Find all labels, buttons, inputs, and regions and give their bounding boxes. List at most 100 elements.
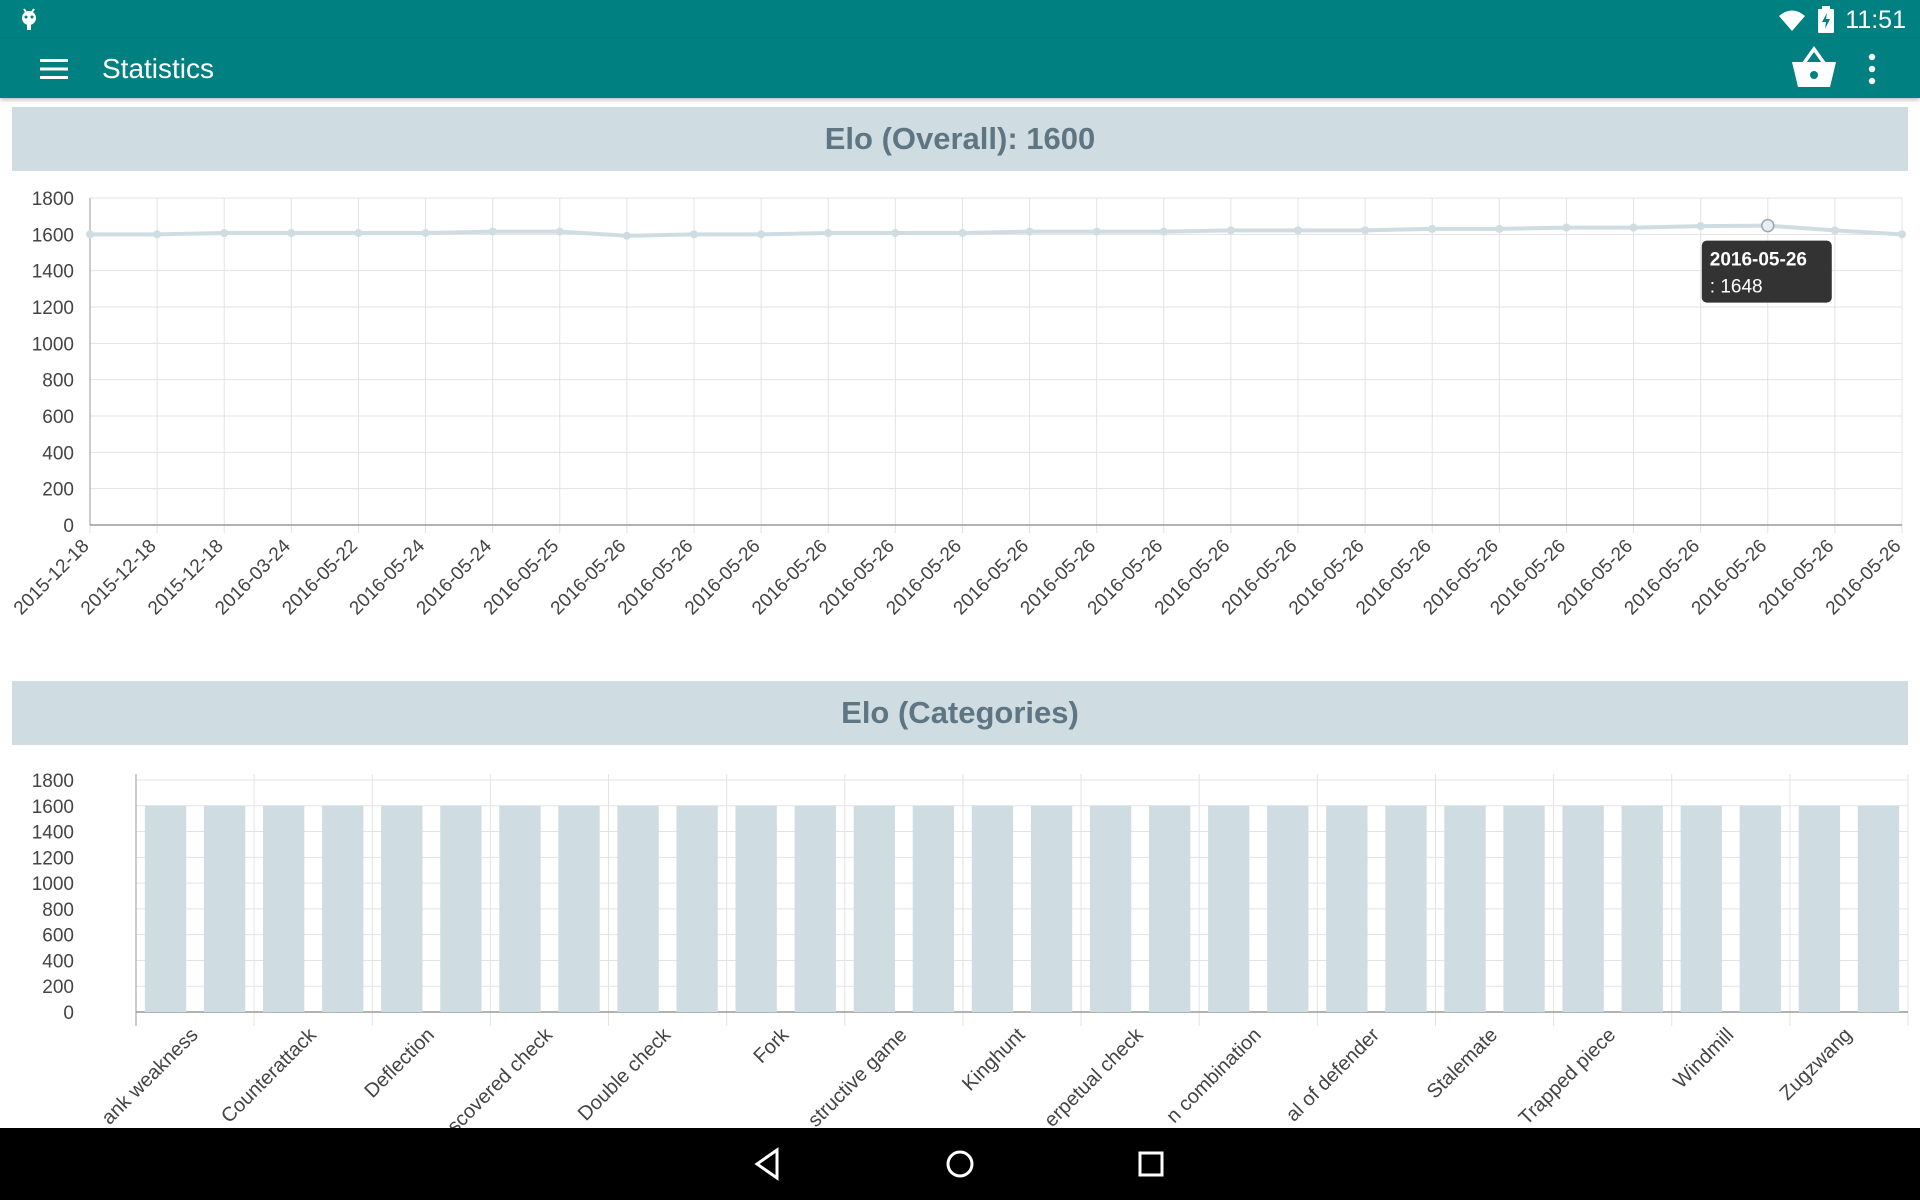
category-bar bbox=[617, 805, 659, 1012]
data-point bbox=[891, 229, 900, 238]
y-tick-label: 1400 bbox=[32, 823, 74, 844]
data-point bbox=[1562, 223, 1571, 232]
status-bar: 11:51 bbox=[0, 0, 1920, 39]
category-bar bbox=[1385, 805, 1427, 1012]
series-line bbox=[90, 223, 1903, 238]
back-icon[interactable] bbox=[749, 1144, 789, 1184]
category-bar bbox=[1089, 805, 1132, 1012]
data-point bbox=[1159, 227, 1168, 236]
overall-elo-line-chart: 0200400600800100012001400160018002015-12… bbox=[10, 189, 1906, 619]
y-tick-label: 1800 bbox=[32, 771, 74, 792]
data-point bbox=[1629, 223, 1638, 232]
category-bar bbox=[971, 805, 1014, 1012]
y-tick-label: 200 bbox=[42, 480, 74, 501]
data-point bbox=[1696, 222, 1705, 231]
y-tick-label: 1600 bbox=[32, 225, 74, 246]
y-tick-label: 600 bbox=[42, 926, 74, 947]
x-tick-label: Trapped piece bbox=[1515, 1024, 1620, 1128]
recents-icon[interactable] bbox=[1131, 1144, 1171, 1184]
data-point bbox=[1025, 227, 1034, 236]
overall-elo-header: Elo (Overall): 1600 bbox=[12, 107, 1908, 171]
data-point bbox=[86, 230, 94, 239]
data-point bbox=[757, 230, 766, 239]
tooltip-value: : 1648 bbox=[1710, 277, 1763, 298]
x-tick-label: Deflection bbox=[360, 1024, 438, 1102]
category-bar bbox=[1680, 805, 1722, 1012]
category-bar bbox=[1562, 805, 1604, 1012]
y-tick-label: 0 bbox=[63, 516, 74, 537]
categories-elo-header: Elo (Categories) bbox=[12, 681, 1908, 745]
data-point bbox=[1226, 226, 1235, 235]
y-tick-label: 200 bbox=[42, 977, 74, 998]
y-tick-label: 1400 bbox=[32, 262, 74, 283]
category-bar bbox=[1148, 805, 1191, 1012]
data-point bbox=[824, 229, 833, 238]
basket-icon[interactable] bbox=[1790, 45, 1838, 91]
y-tick-label: 400 bbox=[42, 951, 74, 972]
data-point bbox=[354, 229, 363, 238]
x-tick-label: erpetual check bbox=[1040, 1023, 1148, 1128]
y-tick-label: 0 bbox=[63, 1003, 74, 1024]
x-tick-label: Stalemate bbox=[1423, 1024, 1502, 1103]
menu-icon[interactable] bbox=[36, 51, 72, 87]
category-bar bbox=[1621, 805, 1663, 1012]
category-bar bbox=[853, 805, 896, 1012]
data-point bbox=[153, 230, 162, 239]
category-bar bbox=[440, 805, 482, 1012]
x-tick-label: n combination bbox=[1162, 1024, 1266, 1128]
category-bar bbox=[381, 805, 423, 1012]
category-bar bbox=[558, 805, 600, 1012]
x-tick-label: scovered check bbox=[443, 1023, 558, 1128]
more-vert-icon[interactable] bbox=[1860, 47, 1884, 91]
navigation-bar bbox=[0, 1128, 1920, 1200]
clock: 11:51 bbox=[1845, 5, 1906, 34]
data-point bbox=[220, 229, 229, 238]
y-tick-label: 1000 bbox=[32, 334, 74, 355]
category-bar bbox=[1857, 805, 1900, 1012]
y-tick-label: 1200 bbox=[32, 848, 74, 869]
x-tick-label: al of defender bbox=[1282, 1024, 1384, 1126]
category-bar bbox=[676, 805, 718, 1012]
y-tick-label: 1800 bbox=[32, 189, 74, 210]
data-point bbox=[488, 227, 497, 236]
tooltip-date: 2016-05-26 bbox=[1710, 250, 1807, 271]
y-tick-label: 800 bbox=[42, 900, 74, 921]
data-point bbox=[1092, 227, 1101, 236]
categories-elo-bar-chart: 0 200 400 600 800 1000 1200 1400 1600 1800 ank wea… bbox=[32, 771, 1909, 1128]
category-bar bbox=[203, 805, 246, 1012]
home-icon[interactable] bbox=[940, 1144, 980, 1184]
x-tick-label: Windmill bbox=[1669, 1024, 1738, 1093]
y-tick-label: 800 bbox=[42, 371, 74, 392]
wifi-icon bbox=[1779, 10, 1806, 31]
data-point bbox=[1294, 226, 1302, 235]
y-tick-label: 1200 bbox=[32, 298, 74, 319]
category-bar bbox=[1739, 805, 1782, 1012]
category-bar bbox=[1798, 805, 1841, 1012]
category-bar bbox=[1444, 805, 1486, 1012]
category-bar bbox=[262, 805, 305, 1012]
tooltip-box bbox=[1701, 240, 1832, 303]
category-bar bbox=[144, 805, 187, 1012]
x-tick-label: Kinghunt bbox=[958, 1024, 1030, 1096]
data-point bbox=[1898, 230, 1906, 239]
battery-icon bbox=[1818, 6, 1835, 33]
y-tick-label: 400 bbox=[42, 443, 74, 464]
x-tick-label: Counterattack bbox=[217, 1023, 321, 1127]
category-bar bbox=[322, 805, 364, 1012]
category-bar bbox=[1030, 805, 1073, 1012]
data-point bbox=[1830, 226, 1839, 235]
x-tick-label: Double check bbox=[574, 1023, 676, 1125]
data-point bbox=[1761, 218, 1775, 233]
category-bar bbox=[1326, 805, 1368, 1012]
x-tick-label: structive game bbox=[804, 1024, 912, 1128]
data-point bbox=[690, 230, 698, 239]
category-bar bbox=[499, 805, 541, 1012]
category-bar bbox=[794, 805, 836, 1012]
category-bar bbox=[1503, 805, 1545, 1012]
app-bar: Statistics bbox=[0, 39, 1920, 98]
category-bar bbox=[912, 805, 955, 1012]
y-tick-label: 600 bbox=[42, 407, 74, 428]
data-point bbox=[287, 229, 296, 238]
android-icon bbox=[22, 8, 36, 30]
data-point bbox=[1361, 226, 1370, 235]
